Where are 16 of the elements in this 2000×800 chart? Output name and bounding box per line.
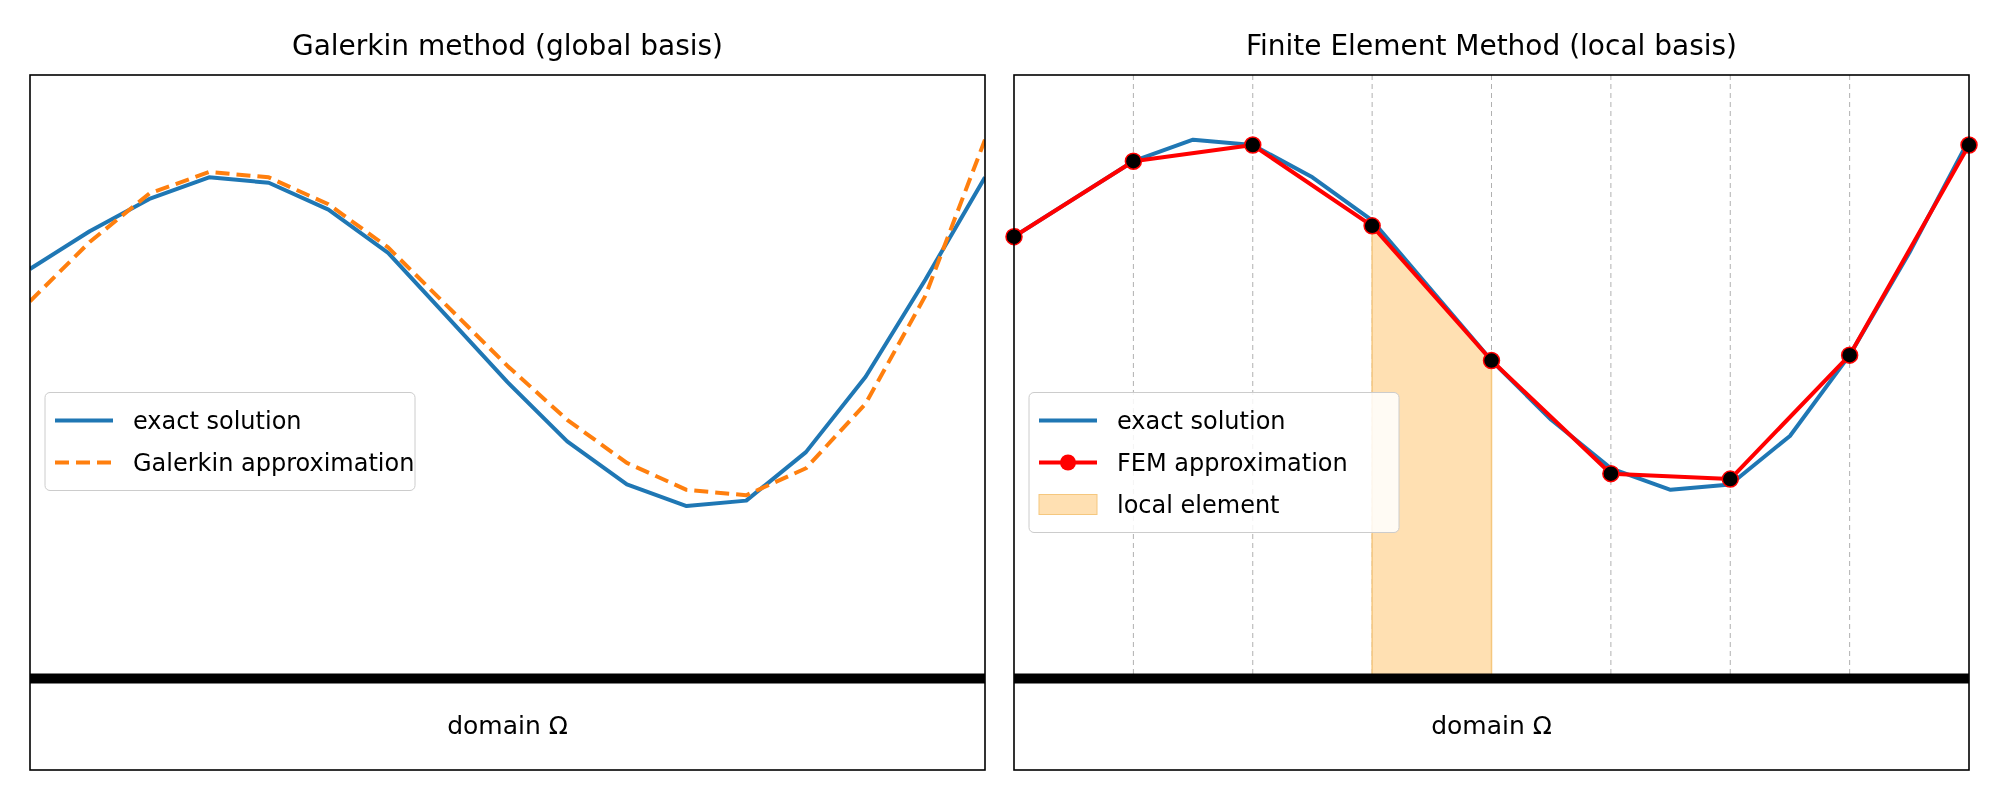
legend-label: Galerkin approximation [133, 448, 415, 477]
legend-label: exact solution [133, 406, 302, 435]
point [1482, 351, 1501, 370]
chart-title: Galerkin method (global basis) [291, 29, 724, 62]
x-axis-title: domain Ω [447, 711, 568, 741]
legend-label: exact solution [1117, 406, 1286, 435]
point [1840, 346, 1859, 364]
point [1244, 136, 1262, 154]
chart-title: Finite Element Method (local basis) [1245, 29, 1738, 62]
point [1721, 470, 1739, 488]
point [1124, 152, 1143, 170]
legend-label: FEM approximation [1117, 448, 1348, 477]
point [1602, 464, 1620, 483]
x-axis-title: domain Ω [1431, 711, 1552, 741]
legend-label: local element [1117, 490, 1280, 519]
point [1363, 217, 1381, 235]
